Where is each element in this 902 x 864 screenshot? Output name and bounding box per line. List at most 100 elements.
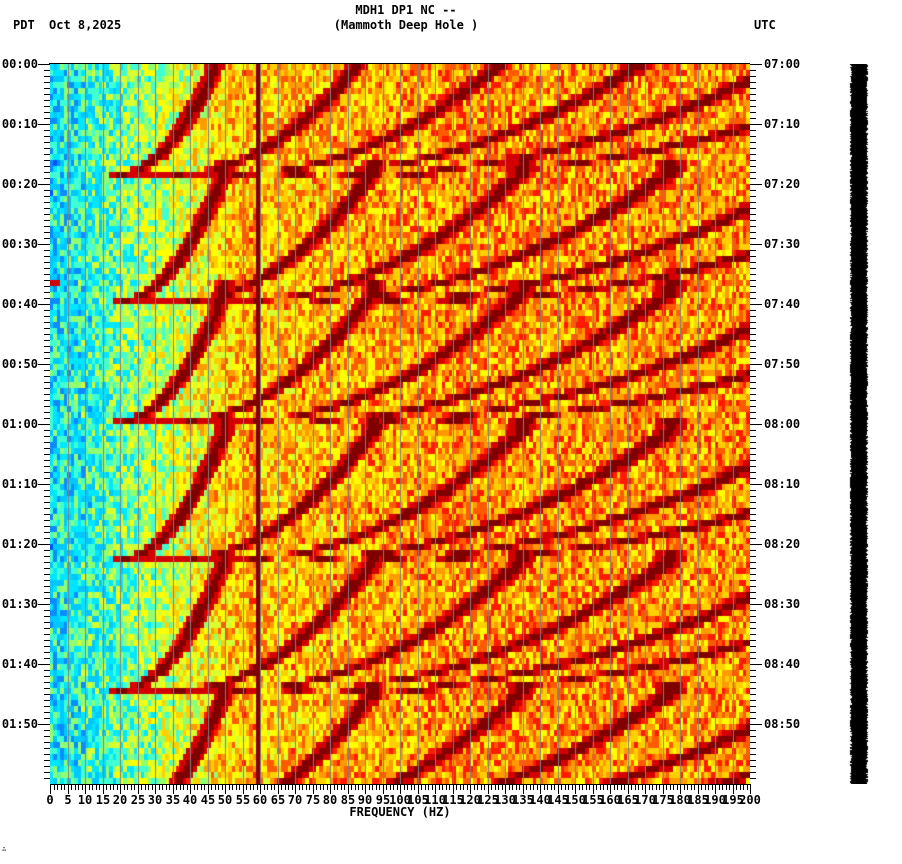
frequency-label: 80: [322, 793, 338, 807]
major-tick: [575, 784, 576, 794]
minor-tick: [44, 202, 50, 203]
major-tick: [38, 544, 50, 545]
minor-tick: [44, 676, 50, 677]
minor-tick: [705, 784, 706, 790]
minor-tick: [334, 784, 335, 790]
major-tick: [313, 784, 314, 794]
minor-tick: [204, 784, 205, 790]
minor-tick: [750, 274, 756, 275]
minor-tick: [134, 784, 135, 790]
minor-tick: [600, 784, 601, 790]
minor-tick: [292, 784, 293, 790]
minor-tick: [44, 634, 50, 635]
minor-tick: [750, 676, 756, 677]
minor-tick: [302, 784, 303, 790]
minor-tick: [750, 202, 756, 203]
minor-tick: [750, 646, 756, 647]
minor-tick: [341, 784, 342, 790]
minor-tick: [603, 784, 604, 790]
minor-tick: [687, 784, 688, 790]
minor-tick: [44, 106, 50, 107]
major-tick: [225, 784, 226, 794]
minor-tick: [750, 490, 756, 491]
minor-tick: [407, 784, 408, 790]
major-tick: [505, 784, 506, 794]
minor-tick: [316, 784, 317, 790]
minor-tick: [750, 508, 756, 509]
minor-tick: [71, 784, 72, 790]
minor-tick: [44, 406, 50, 407]
right-time-label: 08:20: [764, 537, 801, 551]
minor-tick: [750, 130, 756, 131]
minor-tick: [44, 70, 50, 71]
minor-tick: [253, 784, 254, 790]
minor-tick: [44, 220, 50, 221]
minor-tick: [750, 658, 756, 659]
minor-tick: [44, 538, 50, 539]
minor-tick: [495, 784, 496, 790]
minor-tick: [617, 784, 618, 790]
minor-tick: [44, 142, 50, 143]
minor-tick: [607, 784, 608, 790]
minor-tick: [582, 784, 583, 790]
minor-tick: [750, 106, 756, 107]
x-axis-title: FREQUENCY (HZ): [349, 805, 451, 819]
minor-tick: [386, 784, 387, 790]
minor-tick: [44, 568, 50, 569]
right-time-label: 07:00: [764, 57, 801, 71]
minor-tick: [44, 310, 50, 311]
minor-tick: [44, 586, 50, 587]
minor-tick: [750, 652, 756, 653]
minor-tick: [131, 784, 132, 790]
minor-tick: [750, 178, 756, 179]
minor-tick: [44, 718, 50, 719]
frequency-label: 200: [739, 793, 761, 807]
minor-tick: [750, 418, 756, 419]
minor-tick: [44, 274, 50, 275]
major-tick: [750, 664, 762, 665]
minor-tick: [44, 652, 50, 653]
major-tick: [260, 784, 261, 794]
minor-tick: [44, 754, 50, 755]
minor-tick: [44, 706, 50, 707]
minor-tick: [44, 178, 50, 179]
minor-tick: [44, 76, 50, 77]
minor-tick: [544, 784, 545, 790]
minor-tick: [624, 784, 625, 790]
minor-tick: [323, 784, 324, 790]
minor-tick: [750, 520, 756, 521]
major-tick: [540, 784, 541, 794]
major-tick: [593, 784, 594, 794]
minor-tick: [44, 154, 50, 155]
frequency-label: 70: [287, 793, 303, 807]
minor-tick: [750, 580, 756, 581]
minor-tick: [750, 286, 756, 287]
minor-tick: [750, 394, 756, 395]
minor-tick: [750, 622, 756, 623]
major-tick: [295, 784, 296, 794]
major-tick: [453, 784, 454, 794]
minor-tick: [516, 784, 517, 790]
frequency-label: 185: [687, 793, 709, 807]
minor-tick: [44, 190, 50, 191]
minor-tick: [372, 784, 373, 790]
minor-tick: [369, 784, 370, 790]
minor-tick: [44, 616, 50, 617]
minor-tick: [44, 694, 50, 695]
minor-tick: [719, 784, 720, 790]
major-tick: [50, 784, 51, 794]
minor-tick: [726, 784, 727, 790]
minor-tick: [239, 784, 240, 790]
major-tick: [383, 784, 384, 794]
minor-tick: [44, 532, 50, 533]
minor-tick: [274, 784, 275, 790]
minor-tick: [750, 688, 756, 689]
minor-tick: [44, 682, 50, 683]
minor-tick: [621, 784, 622, 790]
major-tick: [38, 64, 50, 65]
minor-tick: [215, 784, 216, 790]
minor-tick: [44, 100, 50, 101]
minor-tick: [61, 784, 62, 790]
right-time-label: 07:10: [764, 117, 801, 131]
major-tick: [400, 784, 401, 794]
